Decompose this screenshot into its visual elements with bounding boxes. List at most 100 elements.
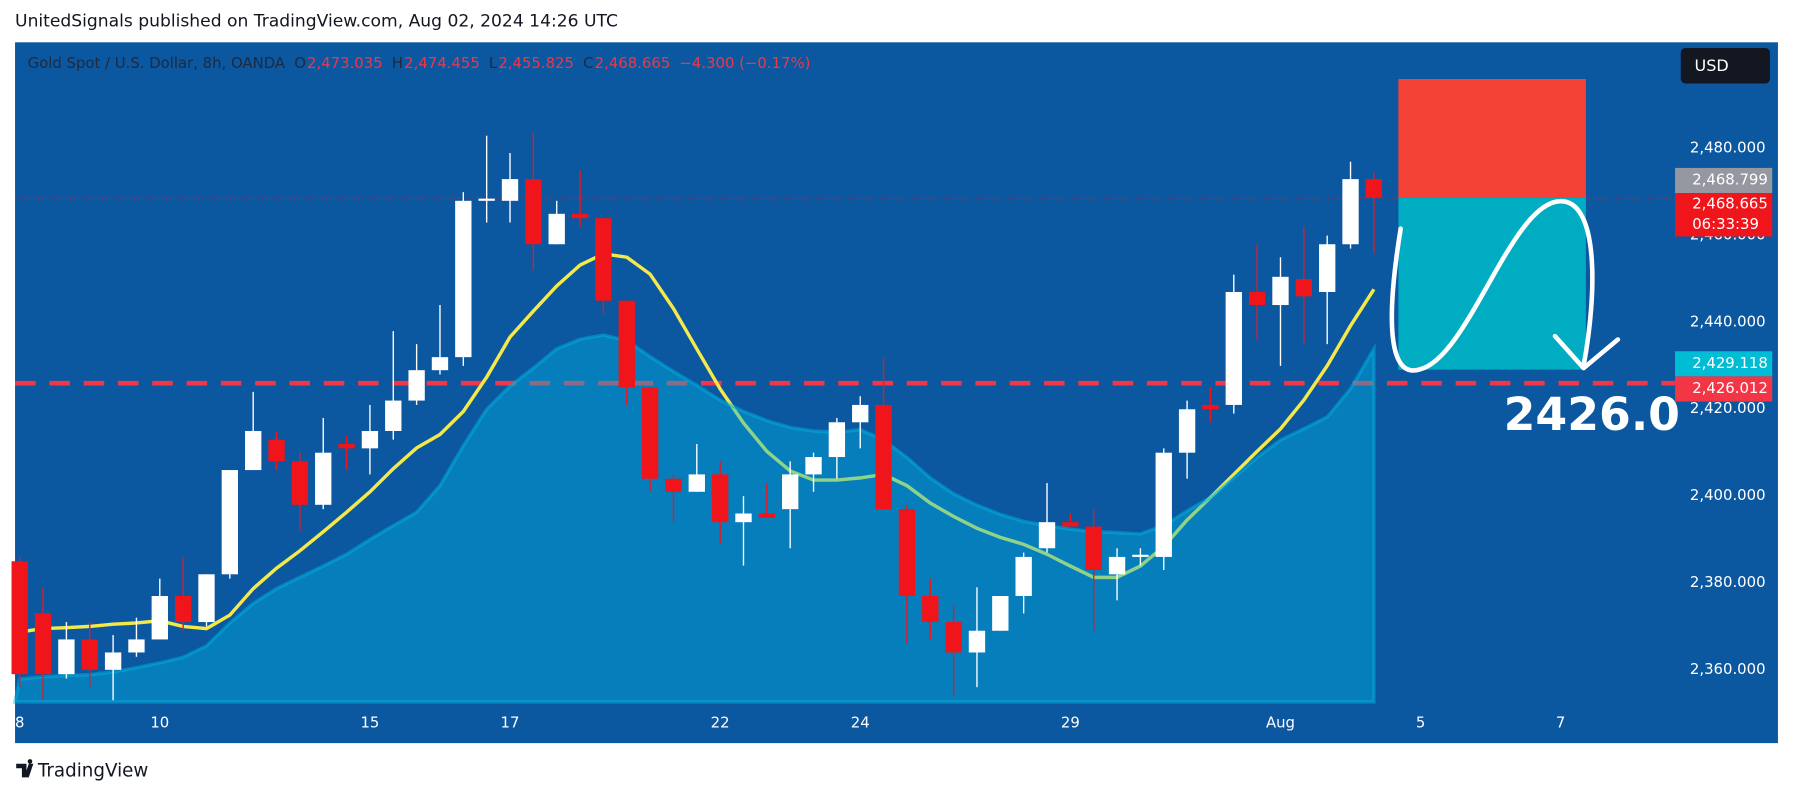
x-tick-label: 29 xyxy=(1061,714,1080,732)
x-tick-label: 22 xyxy=(711,714,730,732)
logo: TradingView xyxy=(16,759,148,782)
candle-body xyxy=(1272,276,1289,306)
candle-body xyxy=(711,474,729,523)
candle-body xyxy=(805,457,822,475)
price-label: 2,429.118 xyxy=(1692,354,1768,372)
legend-item: 2,473.035 xyxy=(307,54,383,72)
candle-body xyxy=(898,509,916,597)
legend-item: H xyxy=(392,54,403,72)
candle-body xyxy=(385,400,402,431)
legend-item: O xyxy=(294,54,306,72)
candle-body xyxy=(1108,556,1126,575)
candle-body xyxy=(268,439,285,462)
candle-body xyxy=(1132,554,1149,557)
price-label-box xyxy=(1675,376,1773,402)
candle-body xyxy=(992,596,1009,631)
candle-body xyxy=(688,474,705,492)
price-label-countdown: 06:33:39 xyxy=(1692,215,1759,233)
arrow-curve xyxy=(1389,198,1595,373)
candle-body xyxy=(735,513,752,523)
candle-body xyxy=(618,300,635,388)
candle-body xyxy=(828,422,846,458)
candle-body xyxy=(81,639,98,670)
candle-body xyxy=(104,652,122,670)
candle-body xyxy=(875,404,892,510)
currency-button[interactable] xyxy=(1680,48,1770,84)
target-zone xyxy=(1398,197,1586,370)
candle-body xyxy=(922,596,939,623)
legend: Gold Spot / U.S. Dollar, 8h, OANDA O2,473… xyxy=(28,54,811,72)
hand-drawn-arrow xyxy=(1389,198,1621,373)
candle-body xyxy=(455,200,472,358)
candle-body xyxy=(151,596,168,640)
logo-text: TradingView xyxy=(37,761,149,782)
candle-body xyxy=(758,513,776,518)
candle-body xyxy=(665,478,682,492)
y-tick-label: 2,440.000 xyxy=(1690,312,1766,330)
legend-item: 2,474.455 xyxy=(404,54,480,72)
candle-body xyxy=(1342,179,1359,245)
ma-line xyxy=(19,252,1376,634)
candle-body xyxy=(501,179,519,201)
candle-body xyxy=(315,452,332,505)
stop-zone xyxy=(1398,78,1586,198)
candle-body xyxy=(1085,526,1102,570)
currency-label: USD xyxy=(1695,56,1729,75)
y-tick-label: 2,480.000 xyxy=(1690,139,1766,157)
x-tick-label: Aug xyxy=(1266,714,1295,732)
candle-body xyxy=(1038,522,1056,549)
candle-body xyxy=(1365,178,1383,198)
legend-item: 2,455.825 xyxy=(498,54,574,72)
candle-body xyxy=(1202,404,1219,410)
y-tick-label: 2,360.000 xyxy=(1690,660,1766,678)
price-label: 2,468.665 xyxy=(1692,194,1768,212)
position-tool xyxy=(1398,78,1586,370)
candle-body xyxy=(641,387,659,479)
legend-item: Gold Spot / U.S. Dollar, 8h, OANDA xyxy=(28,54,286,72)
x-tick-label: 17 xyxy=(501,714,520,732)
candle-body xyxy=(852,404,869,423)
ma-area xyxy=(12,333,1376,704)
candle-body xyxy=(1295,278,1313,297)
price-label: 2,426.012 xyxy=(1692,379,1768,397)
candle-body xyxy=(198,574,215,623)
candle-body xyxy=(174,596,192,623)
candle-body xyxy=(782,474,799,510)
x-tick-label: 15 xyxy=(360,714,379,732)
y-tick-label: 2,400.000 xyxy=(1690,486,1766,504)
under-layer xyxy=(15,197,1676,634)
price-label-box xyxy=(1675,351,1773,377)
candle-body xyxy=(478,198,495,201)
candle-body xyxy=(1178,409,1196,453)
candle-body xyxy=(11,561,28,675)
price-label-box xyxy=(1675,167,1773,194)
y-tick-label: 2,380.000 xyxy=(1690,573,1766,591)
candle-body xyxy=(58,639,75,675)
candle-body xyxy=(1062,522,1079,527)
x-tick-label: 8 xyxy=(15,714,24,732)
candle-body xyxy=(245,430,262,471)
area-layer xyxy=(12,333,1376,704)
x-tick-label: 10 xyxy=(150,714,169,732)
candle-body xyxy=(34,613,52,675)
price-label: 2,468.799 xyxy=(1692,170,1768,188)
logo-mark xyxy=(16,759,34,778)
candle-body xyxy=(1225,292,1242,405)
candles xyxy=(11,131,1383,701)
x-tick-label: 7 xyxy=(1556,714,1565,732)
legend-item: 2,468.665 xyxy=(595,54,671,72)
annotation-label: 2426.0 xyxy=(1504,388,1680,441)
candle-body xyxy=(338,444,355,449)
candle-body xyxy=(361,430,379,449)
legend-item: −4.300 (−0.17%) xyxy=(679,54,810,72)
candle-body xyxy=(571,213,589,219)
candle-body xyxy=(128,639,145,653)
candle-body xyxy=(221,470,239,575)
candle-body xyxy=(1248,292,1266,306)
candle-body xyxy=(431,357,449,371)
candle-body xyxy=(291,461,309,505)
price-axis: 2,360.000 2,380.000 2,400.000 2,420.000 2,44… xyxy=(1675,139,1773,678)
candle-body xyxy=(595,218,612,301)
arrow-head xyxy=(1552,333,1621,371)
